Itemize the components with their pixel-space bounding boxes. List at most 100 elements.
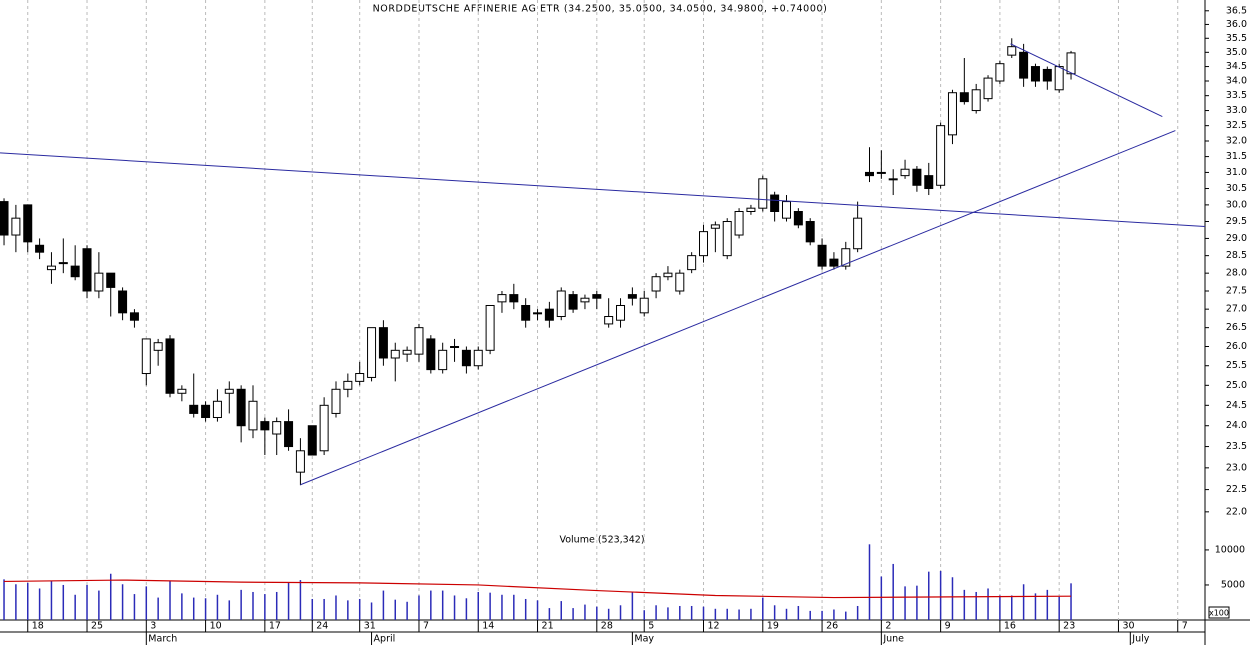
candle-body <box>272 421 282 435</box>
candle-body <box>1007 46 1017 56</box>
candle-body <box>11 217 21 236</box>
y-tick-label: 24.5 <box>1226 400 1247 411</box>
candle-body <box>153 342 163 351</box>
y-tick-label: 36.5 <box>1226 5 1247 16</box>
x-tick-label: 17 <box>269 621 281 632</box>
candle-body <box>995 63 1005 82</box>
y-tick-label: 25.5 <box>1226 360 1247 371</box>
candle-body <box>35 244 45 253</box>
candle-body <box>793 211 803 226</box>
x-tick-label: 21 <box>542 621 554 632</box>
candle-body <box>699 231 709 257</box>
x-tick-label: 7 <box>423 621 429 632</box>
chart-title: NORDDEUTSCHE AFFINERIE AG ETR (34.2500, … <box>373 4 828 15</box>
x-tick-label: 31 <box>364 621 376 632</box>
y-tick-label: 29.5 <box>1226 216 1247 227</box>
candle-body <box>627 294 637 299</box>
candle-body <box>165 338 175 394</box>
candle-body <box>1030 66 1040 82</box>
y-tick-label: 32.0 <box>1226 136 1247 147</box>
candle-body <box>141 338 151 375</box>
x-tick-label: 14 <box>482 621 494 632</box>
candle-body <box>841 248 851 267</box>
candle-body <box>687 255 697 271</box>
candle-body <box>675 272 685 292</box>
candle-body <box>509 294 519 303</box>
candle-body <box>402 349 412 355</box>
volume-average <box>4 579 1072 599</box>
x-tick-label: 23 <box>1063 621 1075 632</box>
candle-body <box>284 421 294 448</box>
candle-body <box>936 125 946 186</box>
candle-body <box>212 400 222 419</box>
candle-body <box>556 290 566 318</box>
y-tick-label: 23.5 <box>1226 441 1247 452</box>
candle-body <box>378 327 388 359</box>
candle-body <box>1019 51 1029 79</box>
candle-body <box>450 346 460 349</box>
candle-body <box>746 207 756 213</box>
y-tick-label: 34.0 <box>1226 76 1247 87</box>
candle-body <box>888 178 898 181</box>
candle-body <box>414 327 424 355</box>
candle-body <box>817 244 827 267</box>
candle-body <box>331 388 341 414</box>
candle-body <box>319 404 329 452</box>
candle-body <box>722 221 732 257</box>
y-tick-label: 30.5 <box>1226 183 1247 194</box>
candle-body <box>224 388 234 394</box>
y-tick-label: 25.0 <box>1226 380 1247 391</box>
candle-body <box>876 171 886 174</box>
trend-line <box>0 152 1206 228</box>
month-label: July <box>1131 634 1149 645</box>
y-tick-label: 28.0 <box>1226 268 1247 279</box>
y-tick-label: 26.0 <box>1226 341 1247 352</box>
x-tick-label: 7 <box>1182 621 1188 632</box>
candle-body <box>829 258 839 267</box>
month-label: June <box>882 634 904 645</box>
y-tick-label: 23.0 <box>1226 462 1247 473</box>
candle-body <box>1066 52 1076 75</box>
y-tick-label: 34.5 <box>1226 61 1247 72</box>
y-tick-label: 29.0 <box>1226 233 1247 244</box>
x-tick-label: 24 <box>316 621 328 632</box>
volume-label: Volume (523,342) <box>559 535 644 546</box>
candle-body <box>568 294 578 310</box>
candle-body <box>0 201 9 236</box>
candle-body <box>853 217 863 250</box>
candle-body <box>770 194 780 213</box>
candle-body <box>82 248 92 292</box>
month-label: April <box>374 634 396 645</box>
candle-body <box>710 224 720 229</box>
candle-body <box>604 316 614 325</box>
candle-body <box>805 221 815 243</box>
candle-body <box>23 204 33 243</box>
x-tick-label: 30 <box>1122 621 1134 632</box>
y-tick-label: 35.5 <box>1226 33 1247 44</box>
candle-body <box>426 338 436 371</box>
x-tick-label: 28 <box>601 621 613 632</box>
y-tick-label: 33.5 <box>1226 90 1247 101</box>
candle-body <box>947 92 957 136</box>
candle-body <box>734 211 744 236</box>
y-tick-label: 31.0 <box>1226 167 1247 178</box>
candle-body <box>912 168 922 186</box>
volume-unit: x100 <box>1209 609 1229 618</box>
candle-body <box>46 265 56 271</box>
month-label: March <box>148 634 177 645</box>
candle-body <box>129 312 139 321</box>
candle-body <box>580 297 590 303</box>
x-tick-label: 3 <box>150 621 156 632</box>
y-tick-label: 33.0 <box>1226 105 1247 116</box>
candle-body <box>58 262 68 265</box>
candle-body <box>864 171 874 177</box>
candle-body <box>651 276 661 292</box>
x-tick-label: 26 <box>826 621 838 632</box>
unit-box <box>1208 606 1230 619</box>
y-tick-label: 5000 <box>1221 579 1245 590</box>
y-tick-label: 30.0 <box>1226 199 1247 210</box>
x-tick-label: 2 <box>885 621 891 632</box>
y-tick-label: 36.0 <box>1226 19 1247 30</box>
y-tick-label: 28.5 <box>1226 250 1247 261</box>
